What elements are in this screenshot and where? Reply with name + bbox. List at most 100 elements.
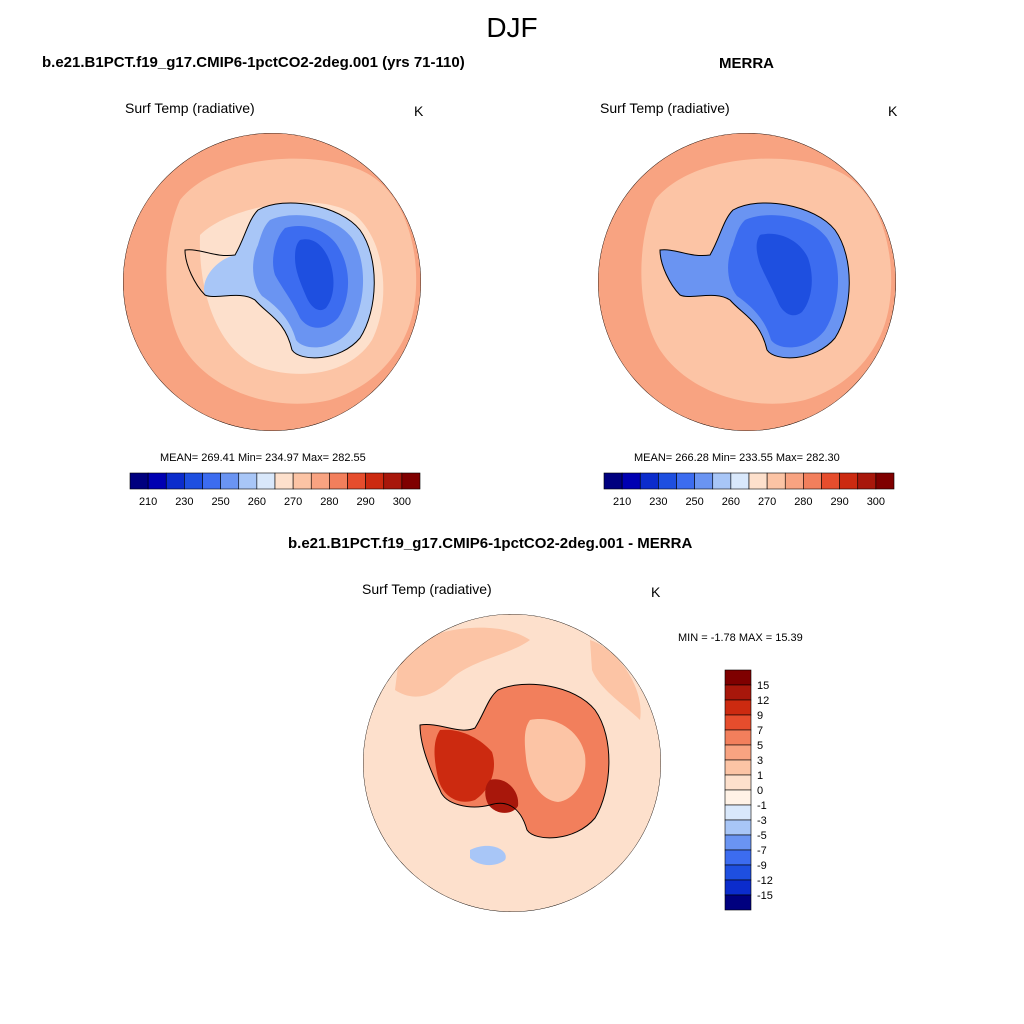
colorbar-tick-label: 210 <box>613 496 631 508</box>
colorbar-tick-label: 300 <box>867 496 885 508</box>
colorbar-tick-label: 15 <box>757 680 769 692</box>
panel-1-title: b.e21.B1PCT.f19_g17.CMIP6-1pctCO2-2deg.0… <box>42 54 465 71</box>
panel-1-variable: Surf Temp (radiative) <box>125 100 255 116</box>
colorbar-swatch <box>724 699 752 716</box>
colorbar-swatch <box>129 472 149 490</box>
colorbar-swatch <box>724 714 752 731</box>
colorbar-tick-label: 3 <box>757 755 763 767</box>
colorbar-swatch <box>310 472 330 490</box>
colorbar-swatch <box>256 472 276 490</box>
colorbar-tick-label: 7 <box>757 725 763 737</box>
colorbar-swatch <box>724 879 752 896</box>
west-antarctica-strong-warming <box>434 729 495 802</box>
colorbar-swatch <box>147 472 167 490</box>
colorbar-swatch <box>724 684 752 701</box>
colorbar-tick-label: -12 <box>757 875 773 887</box>
colorbar-tick-label: 0 <box>757 785 763 797</box>
antarctica-coastline <box>184 202 375 359</box>
colorbar-swatch <box>238 472 258 490</box>
antarctica-plateau <box>295 239 334 311</box>
colorbar-swatch <box>748 472 768 490</box>
panel-2-stats: MEAN= 266.28 Min= 233.55 Max= 282.30 <box>634 452 840 464</box>
diff-panel-title: b.e21.B1PCT.f19_g17.CMIP6-1pctCO2-2deg.0… <box>288 535 693 552</box>
colorbar-tick-label: 290 <box>830 496 848 508</box>
panel-3-variable: Surf Temp (radiative) <box>362 581 492 597</box>
colorbar-tick-label: -7 <box>757 845 767 857</box>
antarctica-coastline <box>659 202 850 359</box>
colorbar-tick-label: 300 <box>393 496 411 508</box>
colorbar-swatch <box>603 472 623 490</box>
colorbar-swatch <box>184 472 203 490</box>
colorbar-swatch <box>724 759 752 776</box>
colorbar-swatch <box>712 472 732 490</box>
colorbar-swatch <box>401 472 421 490</box>
colorbar-swatch <box>165 472 185 490</box>
antarctica-interior <box>756 233 812 316</box>
colorbar-swatch <box>694 472 714 490</box>
colorbar-tick-label: 280 <box>320 496 338 508</box>
colorbar-tick-label: 12 <box>757 695 769 707</box>
colorbar-swatch <box>784 472 804 490</box>
colorbar-swatch <box>292 472 312 490</box>
east-antarctica-weak-warming <box>524 719 586 802</box>
panel-2-variable: Surf Temp (radiative) <box>600 100 730 116</box>
colorbar-swatch <box>347 472 366 490</box>
panel-3-stats: MIN = -1.78 MAX = 15.39 <box>678 632 803 644</box>
panel-2-units: K <box>888 103 898 119</box>
panel-3-units: K <box>651 584 661 600</box>
colorbar-tick-label: -5 <box>757 830 767 842</box>
colorbar-swatch <box>724 819 752 836</box>
colorbar-swatch <box>803 472 822 490</box>
colorbar-tick-label: 270 <box>758 496 776 508</box>
colorbar-swatch <box>724 894 752 911</box>
colorbar-swatch <box>724 864 752 881</box>
colorbar-swatch <box>329 472 348 490</box>
map-model-surface-temperature <box>123 133 421 431</box>
colorbar-tick-label: 230 <box>175 496 193 508</box>
colorbar-panel-1: 210 230 250 260 270 280 290 300 <box>129 472 421 508</box>
colorbar-panel-2: 210 230 250 260 270 280 290 300 <box>603 472 895 508</box>
antarctica-coastline <box>419 683 610 839</box>
colorbar-tick-label: 280 <box>794 496 812 508</box>
colorbar-swatch <box>658 472 677 490</box>
colorbar-swatch <box>875 472 895 490</box>
colorbar-tick-label: 270 <box>284 496 302 508</box>
colorbar-swatch <box>724 744 752 761</box>
panel-1-units: K <box>414 103 424 119</box>
colorbar-tick-label: 1 <box>757 770 763 782</box>
map-merra-surface-temperature <box>598 133 896 431</box>
colorbar-tick-label: -9 <box>757 860 767 872</box>
colorbar-tick-label: 230 <box>649 496 667 508</box>
colorbar-tick-label: 250 <box>211 496 229 508</box>
panel-1-stats: MEAN= 269.41 Min= 234.97 Max= 282.55 <box>160 452 366 464</box>
colorbar-swatch <box>202 472 221 490</box>
colorbar-swatch <box>839 472 859 490</box>
colorbar-swatch <box>274 472 294 490</box>
colorbar-tick-label: 290 <box>356 496 374 508</box>
map-difference-surface-temperature <box>363 614 661 912</box>
colorbar-tick-label: 260 <box>722 496 740 508</box>
colorbar-swatch <box>724 849 752 866</box>
colorbar-tick-label: -15 <box>757 890 773 902</box>
colorbar-tick-label: 210 <box>139 496 157 508</box>
colorbar-swatch <box>724 669 752 686</box>
ocean-warm-patch-2 <box>590 640 641 720</box>
ocean-cool-patch <box>470 845 506 866</box>
colorbar-swatch <box>220 472 240 490</box>
colorbar-swatch <box>724 804 752 821</box>
colorbar-tick-label: 9 <box>757 710 763 722</box>
colorbar-swatch <box>383 472 403 490</box>
colorbar-swatch <box>639 472 659 490</box>
colorbar-swatch <box>676 472 695 490</box>
colorbar-swatch <box>766 472 786 490</box>
colorbar-swatch <box>857 472 877 490</box>
colorbar-swatch <box>724 834 752 851</box>
colorbar-swatch <box>730 472 750 490</box>
panel-2-title: MERRA <box>719 55 774 72</box>
page-title: DJF <box>486 12 538 43</box>
colorbar-swatch <box>724 729 752 746</box>
colorbar-swatch <box>724 789 752 806</box>
colorbar-tick-label: -3 <box>757 815 767 827</box>
colorbar-swatch <box>365 472 385 490</box>
